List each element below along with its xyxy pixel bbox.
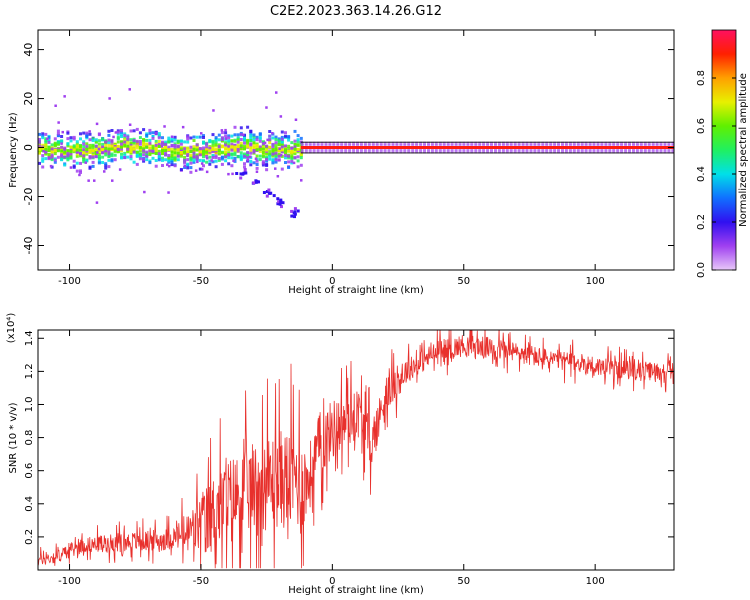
spectrogram-y-ticks: -40 -20 0 20 40 <box>22 43 674 255</box>
snr-y-scale-label: (x10⁴) <box>6 313 17 344</box>
snr-x-tick-label: 0 <box>329 576 335 587</box>
colorbar-tick-label: 0.2 <box>696 214 707 230</box>
colorbar-tick-label: 0.0 <box>696 262 707 278</box>
snr-x-label: Height of straight line (km) <box>288 585 424 596</box>
spectrogram-cells <box>38 88 675 219</box>
spectrogram-frame <box>37 29 675 271</box>
snr-x-tick-label: -100 <box>58 576 81 587</box>
snr-panel: -100 -50 0 50 100 0.2 0.4 0.6 0.8 1.0 1.2 1.4 Heig… <box>6 313 675 596</box>
snr-background <box>38 330 674 570</box>
snr-x-ticks: -100 -50 0 50 100 <box>58 330 605 587</box>
snr-x-tick-label: 100 <box>586 576 605 587</box>
spectrogram-y-tick-label: 0 <box>22 144 35 151</box>
spectrogram-y-tick-label: 20 <box>22 92 35 106</box>
snr-y-tick-label: 0.2 <box>24 529 35 545</box>
colorbar-tick-label: 0.4 <box>696 166 707 182</box>
snr-frame <box>37 329 675 571</box>
snr-y-tick-label: 1.4 <box>24 330 35 346</box>
snr-y-tick-label: 0.6 <box>24 463 35 479</box>
spectrogram-x-tick-label: 100 <box>586 276 605 287</box>
colorbar-gradient <box>711 29 737 271</box>
snr-y-ticks: 0.2 0.4 0.6 0.8 1.0 1.2 1.4 <box>24 330 674 545</box>
spectrogram-x-ticks: -100 -50 0 50 100 <box>58 30 605 287</box>
spectrogram-x-label: Height of straight line (km) <box>288 285 424 296</box>
colorbar: 0.0 0.2 0.4 0.6 0.8 Normalized spectral ampl… <box>696 29 749 278</box>
snr-y-tick-label: 0.8 <box>24 430 35 446</box>
snr-x-tick-label: -50 <box>193 576 209 587</box>
spectrogram-stable-line <box>300 141 674 154</box>
spectrogram-y-label: Frequency (Hz) <box>8 112 19 188</box>
spectrogram-x-tick-label: -50 <box>193 276 209 287</box>
colorbar-label: Normalized spectral amplitude <box>738 73 749 227</box>
snr-y-tick-label: 0.4 <box>24 496 35 512</box>
spectrogram-panel: -100 -50 0 50 100 -40 -20 0 20 40 Height of stra… <box>8 29 675 296</box>
spectrogram-y-tick-label: -40 <box>22 237 35 255</box>
figure-title: C2E2.2023.363.14.26.G12 <box>270 4 442 19</box>
spectrogram-y-tick-label: 40 <box>22 43 35 57</box>
snr-y-tick-label: 1.0 <box>24 397 35 413</box>
snr-y-label: SNR (10 * v/v) <box>8 402 19 473</box>
spectrogram-x-tick-label: -100 <box>58 276 81 287</box>
spectrogram-y-tick-label: -20 <box>22 188 35 206</box>
colorbar-tick-label: 0.6 <box>696 118 707 134</box>
spectrogram-x-tick-label: 50 <box>457 276 470 287</box>
colorbar-ticks: 0.0 0.2 0.4 0.6 0.8 <box>696 70 736 278</box>
spectrogram-x-tick-label: 0 <box>329 276 335 287</box>
colorbar-tick-label: 0.8 <box>696 70 707 86</box>
snr-x-tick-label: 50 <box>457 576 470 587</box>
snr-series-line <box>38 330 674 569</box>
snr-y-tick-label: 1.2 <box>24 363 35 379</box>
